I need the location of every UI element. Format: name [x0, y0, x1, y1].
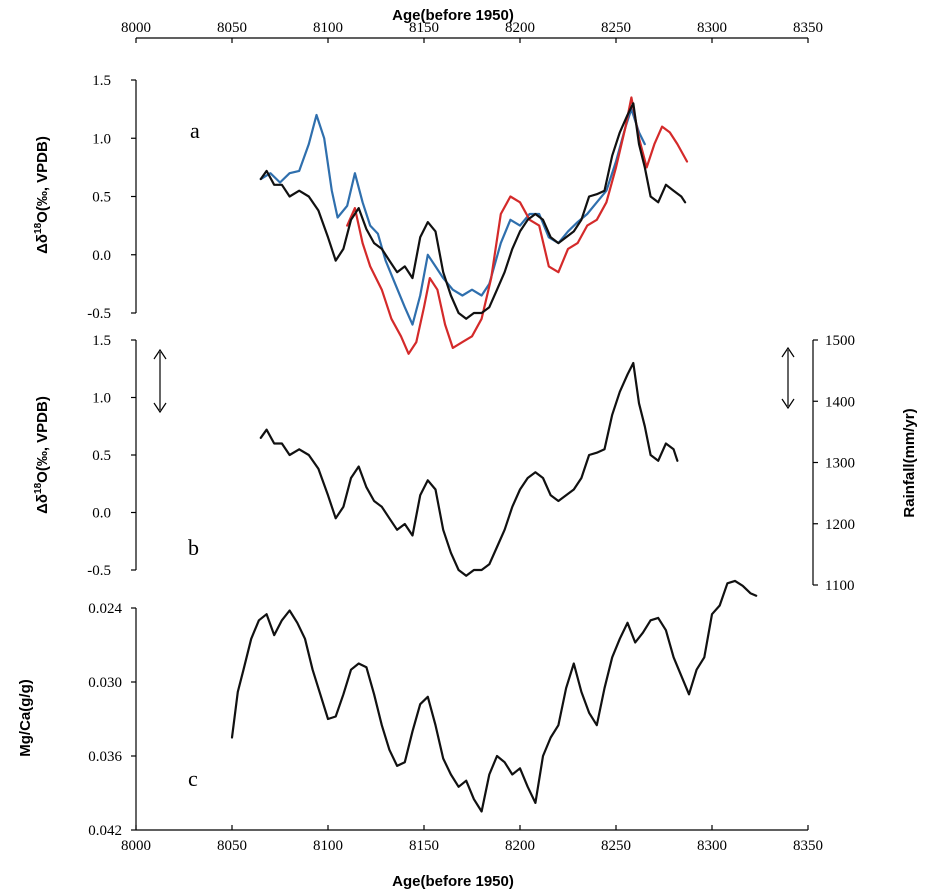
panel-b-y-tick-label: 1.5	[92, 333, 111, 349]
left-double-arrow	[153, 348, 167, 414]
panel-c-y-tick-label: 0.036	[88, 749, 122, 765]
panel-b-ylabel: Δδ18O(‰, VPDB)	[33, 396, 51, 514]
panel-b-right-tick-label: 1400	[825, 394, 855, 410]
bottom-axis-title: Age(before 1950)	[392, 873, 514, 890]
panel-a-ylabel: Δδ18O(‰, VPDB)	[33, 136, 51, 254]
panel-b-right-tick-label: 1200	[825, 517, 855, 533]
top-axis-title: Age(before 1950)	[392, 7, 514, 24]
panel-a-y-tick-label: -0.5	[87, 306, 111, 322]
top-x-tick-label: 8050	[217, 20, 247, 36]
panel-b-right-tick-label: 1500	[825, 333, 855, 349]
panel-c-y-tick-label: 0.024	[88, 601, 122, 617]
chart-content: 8000 8000 8050 8050 8100 8100 8150 8150 8200 8200…	[87, 20, 855, 854]
panel-a-blue-series-line	[259, 107, 646, 326]
panel-a-black-series-line	[259, 102, 687, 320]
panel-a-y-tick-label: 1.0	[92, 131, 111, 147]
right-double-arrow	[781, 346, 795, 410]
panel-b-y-tick-label: 1.0	[92, 391, 111, 407]
panel-c-ylabel: Mg/Ca(g/g)	[17, 679, 34, 756]
bottom-x-tick-label: 8200	[505, 838, 535, 854]
panel-b-black-series-line	[259, 361, 679, 577]
top-x-tick-label: 8300	[697, 20, 727, 36]
top-x-tick-label: 8000	[121, 20, 151, 36]
panel-b-y-tick-label: 0.5	[92, 448, 111, 464]
top-x-tick-label: 8100	[313, 20, 343, 36]
top-x-tick-label: 8350	[793, 20, 823, 36]
panel-a-y-tick-label: 1.5	[92, 73, 111, 89]
panel-b-right-tick-label: 1300	[825, 456, 855, 472]
top-x-tick-label: 8200	[505, 20, 535, 36]
panel-b-y-tick-label: 0.0	[92, 506, 111, 522]
panel-c-black-series-line	[230, 579, 758, 813]
panel-a-y-tick-label: 0.5	[92, 190, 111, 206]
panel-b-y-tick-label: -0.5	[87, 563, 111, 579]
top-x-tick-label: 8150	[409, 20, 439, 36]
bottom-x-tick-label: 8150	[409, 838, 439, 854]
top-x-tick-label: 8250	[601, 20, 631, 36]
panel-label-b: b	[188, 535, 199, 560]
bottom-x-tick-label: 8350	[793, 838, 823, 854]
bottom-x-tick-label: 8000	[121, 838, 151, 854]
panel-a-red-series-line	[346, 96, 689, 355]
panel-b-right-tick-label: 1100	[825, 578, 854, 594]
panel-c-y-tick-label: 0.030	[88, 675, 122, 691]
bottom-x-tick-label: 8050	[217, 838, 247, 854]
bottom-x-tick-label: 8250	[601, 838, 631, 854]
bottom-x-tick-label: 8100	[313, 838, 343, 854]
panel-b-right-ylabel: Rainfall(mm/yr)	[901, 408, 918, 517]
panel-label-c: c	[188, 766, 198, 791]
bottom-x-tick-label: 8300	[697, 838, 727, 854]
panel-c-y-tick-label: 0.042	[88, 823, 122, 839]
panel-label-a: a	[190, 118, 200, 143]
panel-a-y-tick-label: 0.0	[92, 248, 111, 264]
